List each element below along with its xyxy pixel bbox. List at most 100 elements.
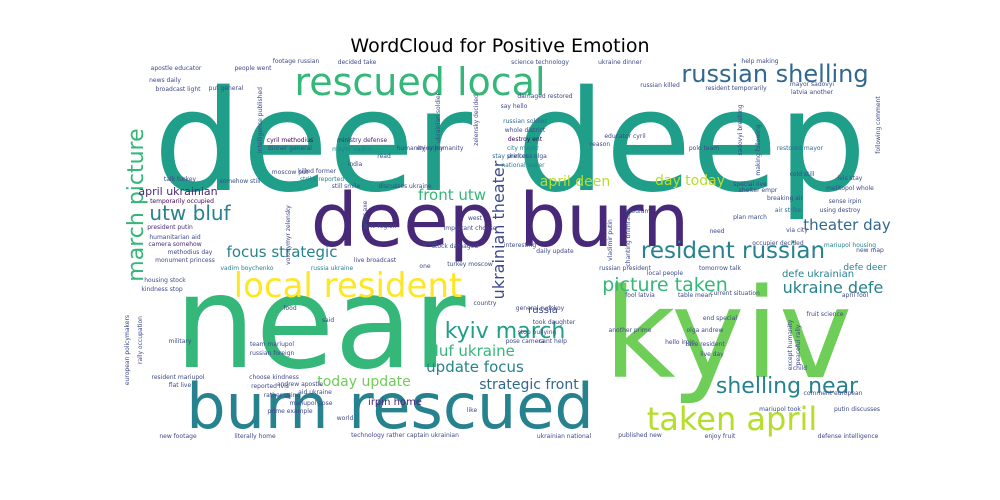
- word-ministry-defense: ministry defense: [337, 137, 388, 144]
- word-another-prime: another prime: [609, 327, 652, 334]
- word-fool-latvia: fool latvia: [625, 292, 655, 299]
- word-latvia-another: latvia another: [791, 89, 833, 96]
- word-still-smile: still smile: [332, 183, 361, 190]
- word-cyril-methodius: cyril methodius: [267, 137, 313, 144]
- word-put-general: put general: [209, 85, 244, 92]
- word-russian-shelling: russian shelling: [681, 60, 868, 88]
- word-new-footage: new footage: [159, 433, 197, 440]
- word-comment-european: comment european: [804, 390, 863, 397]
- word-child: child: [793, 365, 807, 372]
- word-sadovyi-breaking: sadovyi breaking: [737, 104, 744, 155]
- word-good: good: [423, 240, 438, 247]
- word-shelling-near: shelling near: [716, 374, 859, 399]
- word-russia: russia: [528, 305, 558, 316]
- word-humanity-enjoy: humanity enjoy: [397, 145, 444, 152]
- word-russian-president: russian president: [599, 265, 652, 272]
- word-kyiv: kyiv: [604, 263, 853, 407]
- word-bluf-ukraine: bluf ukraine: [425, 342, 515, 360]
- chart-title: WordCloud for Positive Emotion: [350, 35, 649, 57]
- word-pose-camera: pose camera: [506, 338, 545, 345]
- word-princess-olga: princess olga: [507, 153, 547, 160]
- word-country: country: [474, 300, 497, 307]
- word-putin-discusses: putin discusses: [834, 406, 880, 413]
- word-focus-strategic: focus strategic: [227, 243, 338, 261]
- word-kindness-stop: kindness stop: [141, 286, 183, 293]
- word-take-resident: take resident: [685, 341, 725, 348]
- word-end-special: end special: [703, 315, 737, 322]
- word-polo-team: polo team: [689, 145, 719, 152]
- word-mariupol-housing: mariupol housing: [824, 242, 876, 249]
- word-sense-irpin: sense irpin: [829, 198, 862, 205]
- word-stock-damaged: stock damaged: [432, 243, 478, 250]
- word-ukraine-defe: ukraine defe: [783, 278, 884, 297]
- word-west: west: [468, 215, 483, 222]
- word-making-following: making following: [755, 124, 762, 175]
- word-president-putin: president putin: [147, 224, 193, 231]
- word-kyiv-march: kyiv march: [445, 319, 566, 344]
- word-using-destroy: using destroy: [820, 207, 861, 214]
- word-cant-help: cant help: [539, 338, 567, 345]
- word-decided-take: decided take: [338, 59, 377, 66]
- word-picture-taken: picture taken: [602, 274, 728, 296]
- word-world: world: [337, 415, 354, 422]
- word-front-utw: front utw: [418, 186, 486, 204]
- word-vadim-boychenko: vadim boychenko: [220, 265, 273, 272]
- word-russia-ukraine: russia ukraine: [311, 265, 354, 272]
- word-april-deen: april deen: [540, 174, 610, 190]
- word-via-city: via city: [786, 227, 808, 234]
- word-april-fool: april fool: [842, 292, 869, 299]
- word-volodymyr-zelensky: volodymyr zelensky: [285, 205, 292, 265]
- word-apostle-educator: apostle educator: [151, 65, 202, 72]
- word-irpin-home: irpin home: [368, 397, 422, 408]
- word-literally-home: literally home: [234, 433, 276, 440]
- word-somehow-still: somehow still: [219, 178, 260, 185]
- word-strike-reported: strike reported: [300, 176, 344, 183]
- word-plan-march: plan march: [733, 214, 767, 221]
- word-live-broadcast: live broadcast: [354, 257, 397, 264]
- word-burn-rescued: burn rescued: [186, 370, 594, 443]
- word-deer-deep: deer deep: [153, 61, 866, 224]
- word-ukrainian-soldier: ukrainian soldier: [435, 92, 442, 143]
- word-said: said: [322, 317, 334, 324]
- word-peaceful-rally: peaceful rally: [795, 324, 802, 365]
- word-india: india: [348, 161, 363, 168]
- word-following-comment: following comment: [875, 96, 882, 154]
- word-enjoy-fruit: enjoy fruit: [705, 433, 736, 440]
- word-andrew-apostle: andrew apostle: [277, 381, 323, 388]
- word-dinner-general: dinner general: [268, 145, 312, 152]
- word-reported-lvis: reported lvis: [251, 383, 289, 390]
- word-local-resident: local resident: [234, 266, 463, 306]
- word-read: read: [377, 153, 391, 160]
- word-april-ukrainian: april ukrainian: [138, 185, 217, 198]
- word-special-live: special live: [733, 181, 767, 188]
- word-intelligence-published: intelligence published: [257, 87, 264, 153]
- word-stop-bullying: stop bullying: [518, 329, 557, 336]
- word-enjoy-humanity: enjoy humanity: [417, 145, 464, 152]
- word-reason: reason: [590, 141, 611, 148]
- word-damaged-restored: damaged restored: [517, 93, 572, 100]
- word-temporarily-occupied: temporarily occupied: [150, 198, 214, 205]
- word-resident-temporarily: resident temporarily: [705, 85, 767, 92]
- word-restored-mayor: restored mayor: [777, 145, 824, 152]
- word-medium: medium: [626, 208, 651, 215]
- word-rather-using: rather using: [264, 392, 301, 399]
- word-vladimir-putin: vladimir putin: [607, 219, 614, 261]
- word-update-focus: update focus: [426, 358, 524, 376]
- word-zelensky-decided: zelensky decided: [473, 94, 480, 146]
- word-resident-russian: resident russian: [641, 238, 825, 264]
- word-discusses-ukraine: discusses ukraine: [378, 183, 432, 190]
- cloud-area: [125, 60, 897, 442]
- word-national-water: national water: [501, 162, 545, 169]
- word-flat-live: flat live: [169, 382, 192, 389]
- word-like: like: [467, 407, 478, 414]
- word-general-rudskoy: general rudskoy: [516, 305, 565, 312]
- word-rally-occupation: rally occupation: [137, 316, 144, 364]
- word-team-mariupol: team mariupol: [250, 341, 294, 348]
- word-help-making: help making: [741, 58, 778, 65]
- word-russian-soldier: russian soldier: [503, 118, 547, 125]
- word-ukrainian-national: ukrainian national: [537, 433, 592, 440]
- word-empr-axe: empr axe: [362, 200, 369, 229]
- word-military: military: [169, 338, 192, 345]
- word-ukraine-dinner: ukraine dinner: [598, 59, 642, 66]
- word-local-people: local people: [647, 270, 684, 277]
